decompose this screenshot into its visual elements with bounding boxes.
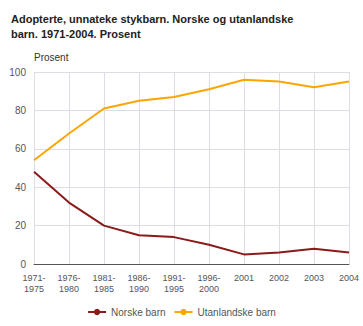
svg-text:barn. 1971-2004. Prosent: barn. 1971-2004. Prosent: [11, 28, 141, 40]
svg-text:60: 60: [15, 143, 27, 154]
svg-text:Utanlandske barn: Utanlandske barn: [198, 307, 276, 318]
svg-text:1990: 1990: [129, 284, 149, 294]
svg-text:40: 40: [15, 182, 27, 193]
svg-text:80: 80: [15, 105, 27, 116]
svg-text:Prosent: Prosent: [34, 52, 69, 63]
svg-text:1985: 1985: [94, 284, 114, 294]
svg-text:1986-: 1986-: [127, 273, 150, 283]
svg-text:1991-: 1991-: [162, 273, 185, 283]
svg-text:1981-: 1981-: [92, 273, 115, 283]
svg-text:Adopterte, unnateke stykbarn.: Adopterte, unnateke stykbarn. Norske og …: [11, 13, 293, 25]
svg-text:2001: 2001: [234, 273, 254, 283]
svg-text:0: 0: [20, 259, 26, 270]
svg-text:1971-: 1971-: [22, 273, 45, 283]
svg-text:1976-: 1976-: [57, 273, 80, 283]
svg-text:1995: 1995: [164, 284, 184, 294]
svg-text:2003: 2003: [304, 273, 324, 283]
svg-text:2004: 2004: [339, 273, 359, 283]
svg-text:1980: 1980: [59, 284, 79, 294]
svg-text:100: 100: [9, 67, 26, 78]
svg-text:1996-: 1996-: [197, 273, 220, 283]
svg-text:Norske barn: Norske barn: [111, 307, 165, 318]
svg-text:1975: 1975: [24, 284, 44, 294]
svg-text:2002: 2002: [269, 273, 289, 283]
svg-text:20: 20: [15, 220, 27, 231]
svg-text:2000: 2000: [199, 284, 219, 294]
